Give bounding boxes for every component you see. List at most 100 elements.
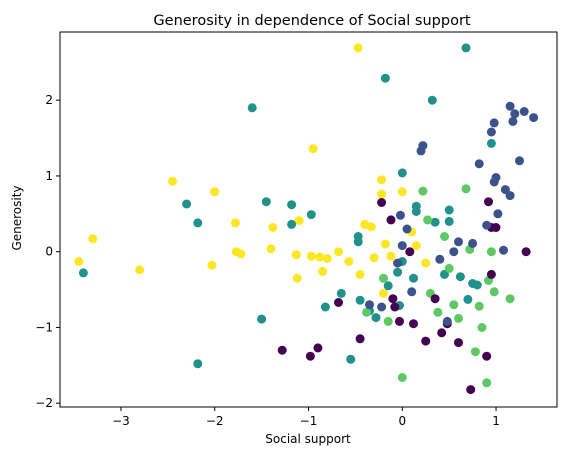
data-point: [449, 247, 459, 257]
data-point: [315, 252, 325, 262]
data-point: [499, 245, 508, 255]
data-point: [435, 254, 445, 264]
data-point: [257, 314, 267, 324]
data-point: [210, 187, 220, 197]
data-point: [379, 273, 388, 283]
data-point: [449, 300, 459, 310]
data-point: [355, 295, 365, 305]
data-point: [397, 241, 407, 251]
data-point: [247, 103, 257, 113]
data-point: [493, 209, 503, 219]
data-point: [484, 197, 493, 207]
data-point: [322, 254, 332, 263]
data-point: [395, 316, 404, 326]
data-point: [268, 223, 278, 232]
data-point: [418, 141, 428, 151]
data-point: [466, 385, 476, 395]
data-point: [236, 249, 246, 259]
data-point: [336, 288, 346, 298]
data-point: [454, 338, 463, 348]
data-point: [444, 205, 454, 215]
data-point: [437, 328, 447, 338]
data-point: [313, 343, 323, 353]
data-point: [393, 258, 403, 268]
data-point: [521, 247, 531, 257]
data-point: [486, 127, 496, 137]
data-point: [455, 272, 465, 282]
data-point: [193, 359, 203, 369]
data-point: [182, 199, 192, 209]
data-point: [454, 313, 463, 323]
data-point: [308, 144, 318, 154]
data-point: [474, 301, 484, 311]
data-point: [294, 216, 304, 226]
data-point: [409, 273, 418, 283]
data-point: [397, 168, 407, 178]
chart-title: Generosity in dependence of Social suppo…: [153, 13, 470, 29]
data-point: [371, 313, 381, 323]
data-point: [444, 216, 454, 226]
data-point: [78, 268, 88, 278]
data-point: [461, 184, 471, 194]
data-point: [377, 189, 387, 199]
data-point: [390, 302, 400, 312]
data-point: [411, 207, 421, 216]
data-point: [386, 215, 396, 225]
data-point: [442, 316, 452, 326]
x-tick-label: −3: [112, 414, 130, 428]
data-point: [379, 288, 388, 298]
data-point: [344, 257, 354, 266]
data-point: [461, 43, 471, 53]
data-point: [380, 239, 390, 249]
data-point: [505, 191, 515, 201]
data-point: [409, 319, 418, 329]
data-point: [207, 260, 217, 270]
x-tick-label: −1: [300, 414, 318, 428]
data-point: [261, 197, 271, 207]
data-point: [482, 378, 492, 388]
data-point: [287, 219, 297, 229]
data-point: [491, 173, 501, 182]
data-point: [355, 334, 365, 344]
data-point: [421, 336, 431, 346]
x-axis: −3 −2 −1 0 1: [112, 407, 500, 428]
x-axis-label: Social support: [265, 432, 351, 446]
data-point: [334, 247, 343, 257]
data-point: [405, 247, 415, 257]
data-point: [353, 237, 363, 247]
data-point: [377, 175, 387, 185]
data-point: [454, 237, 463, 247]
data-point: [423, 215, 433, 225]
data-point: [470, 347, 480, 357]
data-point: [353, 43, 363, 53]
data-point: [411, 241, 421, 251]
data-point: [193, 218, 203, 228]
data-point: [355, 269, 365, 279]
data-point: [305, 351, 315, 361]
data-point: [346, 354, 356, 364]
data-point: [74, 257, 84, 266]
data-point: [482, 351, 492, 361]
data-point: [291, 250, 301, 260]
y-axis: −2 −1 0 1 2: [35, 93, 60, 410]
data-point: [380, 73, 390, 83]
data-point: [407, 287, 417, 297]
data-point: [444, 263, 454, 273]
y-tick-label: 0: [45, 245, 53, 259]
data-point: [397, 187, 407, 197]
x-tick-label: 1: [492, 414, 500, 428]
data-point: [383, 316, 393, 326]
data-point: [515, 156, 524, 166]
data-point: [386, 251, 396, 261]
data-point: [306, 251, 316, 261]
x-tick-label: 0: [398, 414, 406, 428]
data-point: [482, 220, 492, 230]
data-point: [519, 107, 529, 116]
data-point: [477, 323, 487, 332]
data-point: [365, 300, 374, 310]
data-point: [395, 210, 405, 220]
data-point: [334, 298, 343, 307]
data-point: [366, 222, 376, 232]
data-point: [377, 198, 387, 207]
